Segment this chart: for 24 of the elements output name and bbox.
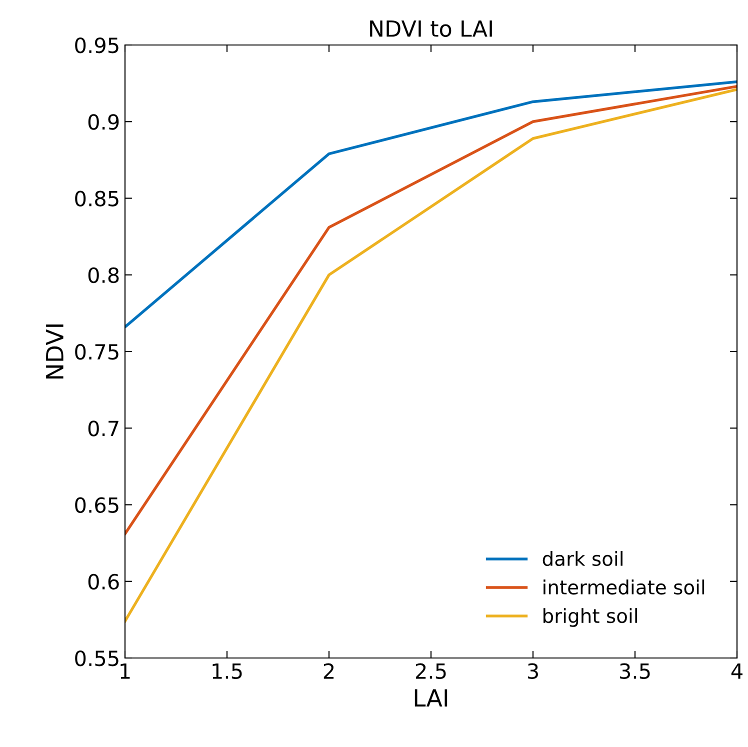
x-axis-title: LAI bbox=[414, 689, 448, 707]
y-tick-label: 0.7 bbox=[88, 420, 118, 436]
chart-title: NDVI to LAI bbox=[370, 20, 492, 37]
legend-label: bright soil bbox=[544, 608, 637, 627]
y-tick-label: 0.55 bbox=[75, 650, 118, 666]
x-tick-label: 2.5 bbox=[416, 663, 446, 679]
legend-label: intermediate soil bbox=[544, 580, 704, 595]
legend-label: dark soil bbox=[542, 550, 622, 566]
x-tick-label: 2 bbox=[324, 663, 334, 679]
y-tick-label: 0.85 bbox=[75, 190, 118, 206]
y-tick-label: 0.6 bbox=[88, 574, 119, 590]
x-tick-label: 3.5 bbox=[620, 663, 650, 679]
line-series bbox=[125, 80, 737, 328]
y-tick-label: 0.95 bbox=[75, 37, 118, 54]
y-tick-label: 0.65 bbox=[75, 497, 118, 513]
x-tick-label: 1.5 bbox=[212, 664, 242, 679]
y-tick-label: 0.9 bbox=[88, 114, 119, 130]
y-tick-label: 0.8 bbox=[88, 267, 119, 284]
x-tick-label: 3 bbox=[528, 663, 538, 679]
y-tick-label: 0.75 bbox=[75, 344, 118, 360]
line-series bbox=[125, 84, 737, 536]
x-tick-label: 1 bbox=[120, 664, 130, 679]
x-tick-label: 4 bbox=[731, 664, 742, 679]
y-axis-title: NDVI bbox=[46, 324, 64, 378]
